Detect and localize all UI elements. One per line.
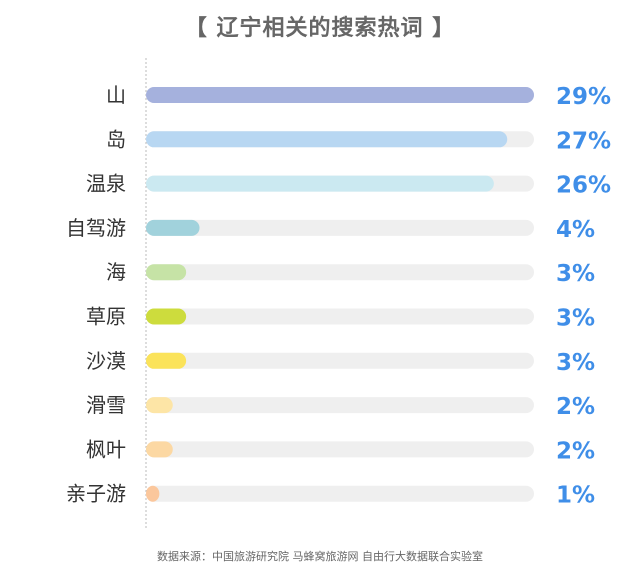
value-label: 3% [556,261,595,287]
value-label: 2% [556,394,595,420]
bar-track [146,441,534,458]
bar [146,397,173,414]
data-source: 数据来源：中国旅游研究院 马蜂窝旅游网 自由行大数据联合实验室 [157,550,483,563]
value-label: 3% [556,306,595,332]
bar [146,175,494,192]
bar-track [146,308,534,325]
category-label: 山 [106,83,126,107]
bar [146,441,173,458]
bar [146,352,187,369]
category-label: 滑雪 [86,393,126,417]
bar [146,485,160,502]
bar-row: 草原 3% [86,305,595,332]
value-label: 4% [556,217,595,243]
bar-row: 山 29% [106,83,611,110]
bar-row: 枫叶 2% [86,437,595,464]
value-label: 27% [556,128,611,154]
category-label: 亲子游 [66,482,126,506]
bar-row: 海 3% [106,260,595,287]
bar [146,308,187,325]
category-label: 岛 [106,127,126,151]
bar-track [146,219,534,236]
value-label: 29% [556,84,611,110]
bar-row: 温泉 26% [86,172,611,199]
bar-row: 沙漠 3% [86,349,595,376]
bar-row: 岛 27% [106,127,611,154]
category-label: 海 [106,260,126,284]
bar-row: 自驾游 4% [66,216,595,243]
value-label: 1% [556,483,595,509]
chart-title: 【 辽宁相关的搜索热词 】 [184,16,456,41]
bar [146,131,508,148]
bar-row: 亲子游 1% [66,482,595,509]
value-label: 26% [556,173,611,199]
category-label: 枫叶 [86,437,126,461]
bar-track [146,352,534,369]
bar [146,264,187,281]
bar-row: 滑雪 2% [86,393,595,420]
bar-track [146,397,534,414]
bar-track [146,485,534,502]
category-label: 温泉 [86,172,126,196]
category-label: 自驾游 [66,216,126,240]
category-label: 草原 [86,305,126,329]
bar-track [146,264,534,281]
value-label: 3% [556,350,595,376]
category-label: 沙漠 [86,349,126,373]
bar [146,87,534,103]
bar [146,219,200,236]
value-label: 2% [556,438,595,464]
